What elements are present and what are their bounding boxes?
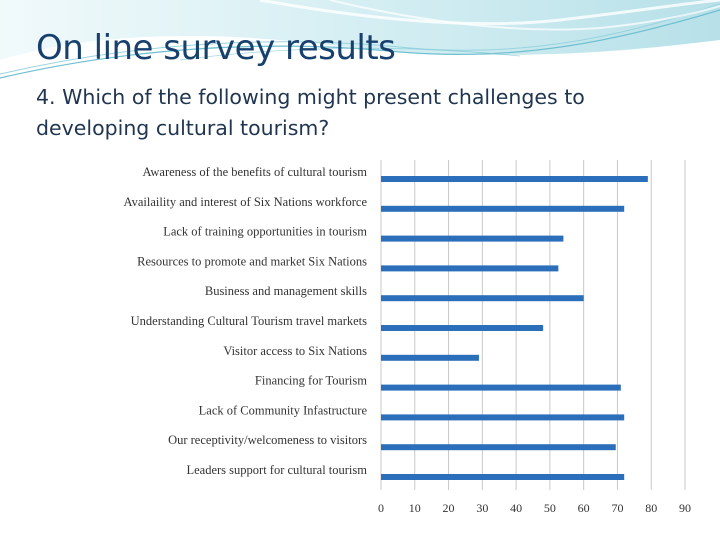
- slide-title: On line survey results: [36, 28, 396, 68]
- gridlines: [380, 160, 686, 490]
- category-label: Financing for Tourism: [255, 374, 367, 388]
- x-tick-label: 40: [510, 501, 522, 515]
- bar: [381, 354, 479, 361]
- category-label: Business and management skills: [205, 284, 367, 298]
- category-label: Lack of training opportunities in touris…: [163, 225, 367, 239]
- bar: [381, 325, 544, 331]
- category-label: Resources to promote and market Six Nati…: [137, 254, 367, 268]
- bars: [381, 176, 648, 480]
- x-tick-label: 50: [544, 501, 556, 515]
- bar: [381, 474, 625, 480]
- category-labels: Awareness of the benefits of cultural to…: [124, 165, 368, 477]
- x-tick-label: 90: [679, 501, 691, 515]
- bar: [381, 205, 625, 212]
- slide-subtitle: 4. Which of the following might present …: [36, 85, 585, 140]
- category-label: Leaders support for cultural tourism: [186, 463, 367, 477]
- category-label: Visitor access to Six Nations: [223, 344, 367, 358]
- x-tick-label: 30: [476, 501, 488, 515]
- bar: [381, 235, 564, 242]
- bar: [381, 295, 584, 302]
- bar: [381, 414, 625, 421]
- category-label: Lack of Community Infastructure: [199, 403, 368, 417]
- x-tick-label: 20: [443, 501, 455, 515]
- x-tick-label: 0: [378, 501, 384, 515]
- category-label: Our receptivity/welcomeness to visitors: [168, 433, 367, 447]
- category-label: Understanding Cultural Tourism travel ma…: [131, 314, 367, 328]
- x-tick-label: 80: [645, 501, 657, 515]
- bar: [381, 444, 616, 451]
- x-tick-label: 60: [578, 501, 590, 515]
- bar: [381, 384, 621, 391]
- x-tick-label: 10: [409, 501, 421, 515]
- bar: [381, 176, 648, 182]
- bar: [381, 265, 559, 272]
- x-tick-label: 70: [611, 501, 623, 515]
- header-wave-decoration: [0, 0, 720, 79]
- category-label: Awareness of the benefits of cultural to…: [143, 165, 368, 179]
- category-label: Availaility and interest of Six Nations …: [124, 195, 368, 209]
- x-axis-tick-labels: 0 10 20 30 40 50 60 70 80 90: [378, 501, 691, 515]
